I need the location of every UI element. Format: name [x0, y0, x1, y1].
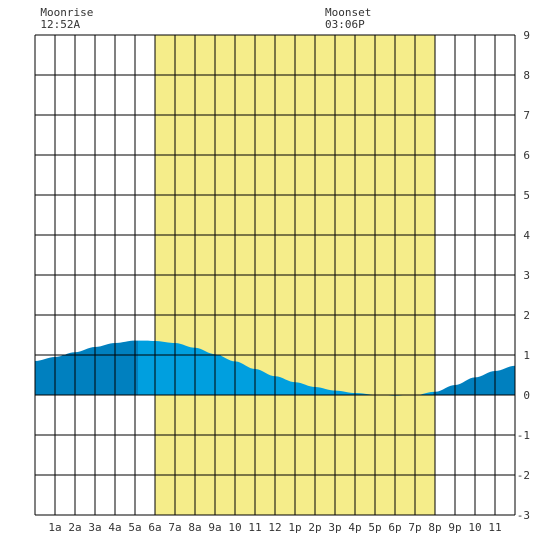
y-tick-label: -1 [517, 429, 530, 442]
y-tick-label: 5 [523, 189, 530, 202]
moon-event-time: 03:06P [325, 18, 365, 31]
y-tick-label: 6 [523, 149, 530, 162]
x-tick-label: 12 [268, 521, 281, 534]
x-tick-label: 10 [228, 521, 241, 534]
x-tick-label: 5p [368, 521, 381, 534]
moon-event-label: Moonrise [40, 6, 93, 19]
x-tick-label: 11 [488, 521, 501, 534]
x-tick-label: 11 [248, 521, 261, 534]
x-tick-label: 4a [108, 521, 121, 534]
y-tick-label: 1 [523, 349, 530, 362]
y-tick-label: 0 [523, 389, 530, 402]
y-tick-label: -3 [517, 509, 530, 522]
moon-event-time: 12:52A [40, 18, 80, 31]
x-tick-label: 5a [128, 521, 141, 534]
moon-event-label: Moonset [325, 6, 371, 19]
x-tick-label: 2p [308, 521, 321, 534]
tide-area-day [138, 340, 433, 396]
y-tick-label: 7 [523, 109, 530, 122]
x-tick-label: 1a [48, 521, 61, 534]
x-tick-label: 7p [408, 521, 421, 534]
y-tick-label: 2 [523, 309, 530, 322]
x-tick-label: 8a [188, 521, 201, 534]
y-tick-label: 4 [523, 229, 530, 242]
x-tick-label: 4p [348, 521, 361, 534]
x-tick-label: 2a [68, 521, 81, 534]
x-tick-label: 9a [208, 521, 221, 534]
x-tick-label: 3a [88, 521, 101, 534]
y-tick-label: 3 [523, 269, 530, 282]
x-tick-label: 10 [468, 521, 481, 534]
y-tick-label: 9 [523, 29, 530, 42]
x-tick-label: 1p [288, 521, 301, 534]
y-tick-label: -2 [517, 469, 530, 482]
tide-area-night-early [35, 340, 138, 395]
x-tick-label: 8p [428, 521, 441, 534]
x-tick-label: 6a [148, 521, 161, 534]
x-tick-label: 9p [448, 521, 461, 534]
y-tick-label: 8 [523, 69, 530, 82]
x-tick-label: 6p [388, 521, 401, 534]
x-tick-label: 3p [328, 521, 341, 534]
x-tick-label: 7a [168, 521, 181, 534]
